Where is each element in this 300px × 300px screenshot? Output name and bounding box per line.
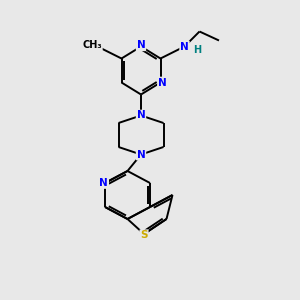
Text: N: N [136,40,146,50]
Text: S: S [140,230,148,240]
Text: N: N [158,77,167,88]
Text: N: N [136,110,146,121]
Text: N: N [136,149,146,160]
Text: H: H [193,45,201,55]
Text: N: N [180,41,189,52]
Text: N: N [99,178,108,188]
Text: CH₃: CH₃ [82,40,102,50]
